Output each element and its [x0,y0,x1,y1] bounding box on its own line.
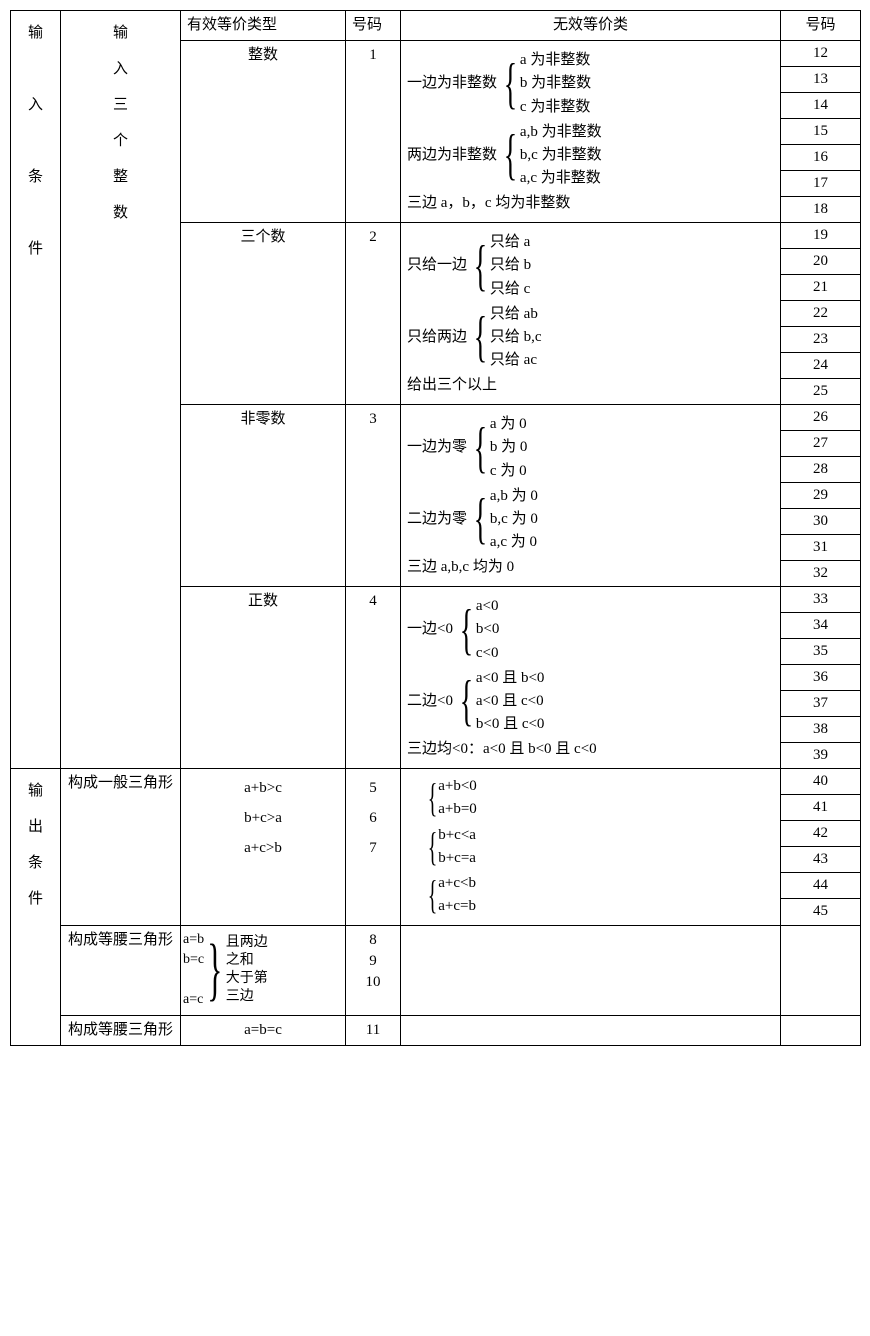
equivalence-class-table: 输 入 条 件 输 入 三 个 整 数 有效等价类型 号码 无效等价类 号码 整… [10,10,861,1046]
char: 个 [113,133,128,149]
output-row-3: 构成等腰三角形 a=b=c 11 [11,1015,861,1045]
char: 入 [113,61,128,77]
char: 条 [28,169,43,185]
col-num2: 号码 [781,11,861,41]
char: 输 [28,783,43,799]
col-num1: 号码 [346,11,401,41]
table-header-row: 输 入 条 件 输 入 三 个 整 数 有效等价类型 号码 无效等价类 号码 [11,11,861,41]
char: 三 [113,97,128,113]
brace-icon: { [474,241,487,291]
left-header-output-cond: 输 出 条 件 [11,769,61,1046]
numbers-cell: 12 13 14 15 16 17 18 [781,41,861,223]
col-valid-type: 有效等价类型 [181,11,346,41]
brace-icon: { [474,423,487,473]
char: 件 [28,241,43,257]
output-row-1: 输 出 条 件 构成一般三角形 a+b>c b+c>a a+c>b 5 6 7 … [11,769,861,926]
char: 整 [113,169,128,185]
char: 数 [113,205,128,221]
brace-icon: } [207,940,222,1000]
char: 出 [28,819,43,835]
output-row-2: 构成等腰三角形 a=b b=c a=c } 且两边之和大于第三边 8 9 10 [11,925,861,1015]
char: 输 [28,25,43,41]
brace-icon: { [474,494,487,544]
char: 入 [28,97,43,113]
char: 输 [113,25,128,41]
brace-icon: { [428,780,438,816]
brace-icon: { [504,59,517,109]
invalid-cell: 一边为非整数 { a 为非整数 b 为非整数 c 为非整数 两边为非整数 { a… [401,41,781,223]
brace-icon: { [428,877,438,913]
char: 条 [28,855,43,871]
char: 件 [28,891,43,907]
left-header-input-cond: 输 入 条 件 [11,11,61,769]
col-invalid: 无效等价类 [401,11,781,41]
brace-icon: { [428,829,438,865]
brace-icon: { [460,676,473,726]
brace-icon: { [474,312,487,362]
num-cell: 1 [346,41,401,223]
brace-icon: { [504,130,517,180]
left-header-three-ints: 输 入 三 个 整 数 [61,11,181,769]
valid-cell: 整数 [181,41,346,223]
brace-icon: { [460,605,473,655]
